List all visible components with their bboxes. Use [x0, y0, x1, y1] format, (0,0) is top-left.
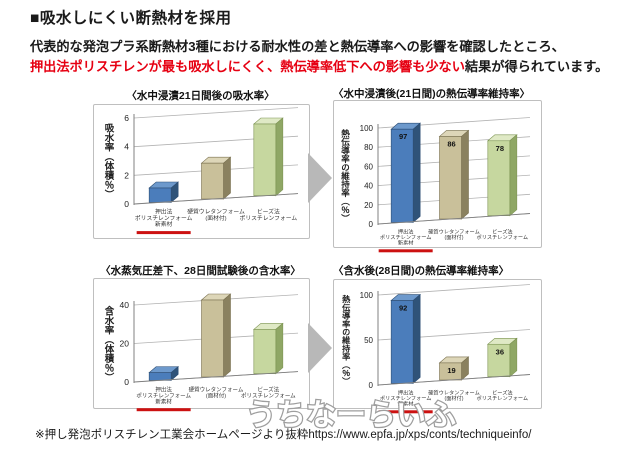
intro-line-2-rest: 結果が得られています。: [464, 58, 609, 74]
svg-text:78: 78: [496, 144, 504, 153]
svg-text:硬質ウレタンフォーム: 硬質ウレタンフォーム: [189, 386, 244, 394]
svg-text:0: 0: [369, 220, 374, 229]
svg-text:ポリスチレンフォーム: ポリスチレンフォーム: [477, 394, 529, 402]
y-axis-label: 吸水率（体積％）: [102, 123, 114, 199]
intro-highlight: 押出法ポリスチレンが最も吸水しにくく、熱伝導率低下への影響も少ない: [30, 58, 465, 74]
chart-retention-28d: 熱伝導率の維持率（％） 0 50 100 92 19 36 押出法 ポリスチレンフォーム 新素材…: [333, 279, 542, 414]
bar-chart-plot: 050100921936押出法ポリスチレンフォーム新素材硬質ウレタンフォーム(面…: [360, 284, 531, 414]
bar-chart-plot: 02040押出法ポリスチレンフォーム新素材硬質ウレタンフォーム(面材付)ビーズ法…: [120, 293, 299, 412]
svg-text:(面材付): (面材付): [444, 233, 463, 241]
svg-text:新素材: 新素材: [398, 400, 414, 408]
svg-text:押出法: 押出法: [398, 228, 414, 236]
svg-text:ポリスチレンフォーム: ポリスチレンフォーム: [136, 393, 191, 400]
intro-text: 代表的な発泡プラ系断熱材3種における耐水性の差と熱伝導率への影響を確認したところ…: [30, 37, 608, 76]
svg-text:100: 100: [360, 291, 374, 300]
bar-chart-plot: 0246押出法ポリスチレンフォーム新素材硬質ウレタンフォーム(面材付)ビーズ法ポ…: [124, 107, 299, 235]
svg-text:押出法: 押出法: [155, 386, 172, 394]
svg-text:ビーズ法: ビーズ法: [257, 386, 279, 394]
svg-text:ポリスチレンフォーム: ポリスチレンフォーム: [241, 393, 296, 400]
svg-text:硬質ウレタンフォーム: 硬質ウレタンフォーム: [187, 208, 245, 216]
svg-text:ポリスチレンフォーム: ポリスチレンフォーム: [240, 214, 298, 222]
right-arrow-icon: [308, 153, 332, 203]
svg-text:ビーズ法: ビーズ法: [492, 228, 513, 236]
svg-text:新素材: 新素材: [155, 397, 172, 405]
svg-text:0: 0: [124, 377, 129, 387]
chart-title-absorption-21d: 〈水中浸漬21日間後の吸水率〉: [126, 90, 275, 102]
svg-text:硬質ウレタンフォーム: 硬質ウレタンフォーム: [428, 228, 480, 236]
chart-retention-21d: 熱伝導率の維持率（％） 0 20 40 60 80 100 97 86 78 押出法 ポリスチレンフ…: [333, 100, 542, 253]
chart-absorption-21d: 吸水率（体積％） 0 2 4 6 押出法 ポリスチレンフォーム 新素材 硬質ウレタンフォーム(…: [93, 104, 310, 239]
chart-title-retention-28d: 〈含水後(28日間)の熱伝導率維持率〉: [333, 265, 510, 277]
svg-text:40: 40: [120, 300, 130, 310]
svg-text:36: 36: [496, 347, 504, 356]
svg-text:2: 2: [124, 170, 129, 180]
svg-text:20: 20: [120, 339, 130, 349]
svg-text:押出法: 押出法: [155, 208, 173, 216]
svg-text:押出法: 押出法: [398, 389, 414, 397]
svg-text:ポリスチレンフォーム: ポリスチレンフォーム: [135, 214, 193, 222]
svg-text:100: 100: [360, 124, 374, 133]
y-axis-label: 熱伝導率の維持率（％）: [340, 129, 351, 223]
chart-moisture-28d: 含水率（体積％） 0 20 40 押出法 ポリスチレンフォーム 新素材 硬質ウレタンフォーム…: [93, 278, 310, 412]
svg-text:ポリスチレンフォーム: ポリスチレンフォーム: [477, 233, 529, 241]
svg-text:硬質ウレタンフォーム: 硬質ウレタンフォーム: [428, 389, 480, 397]
chart-title-retention-21d: 〈水中浸漬後(21日間)の熱伝導率維持率〉: [333, 88, 531, 100]
chart-title-moisture-28d: 〈水蒸気圧差下、28日間試験後の含水率〉: [100, 265, 301, 277]
svg-text:ビーズ法: ビーズ法: [257, 208, 280, 216]
svg-text:80: 80: [364, 143, 373, 152]
svg-text:新素材: 新素材: [398, 239, 414, 247]
svg-text:6: 6: [124, 113, 129, 123]
intro-line-2: 押出法ポリスチレンが最も吸水しにくく、熱伝導率低下への影響も少ない結果が得られて…: [30, 57, 608, 77]
svg-text:ビーズ法: ビーズ法: [492, 389, 513, 397]
svg-text:ポリスチレンフォーム: ポリスチレンフォーム: [380, 394, 432, 402]
svg-text:86: 86: [447, 139, 455, 148]
svg-text:新素材: 新素材: [155, 220, 173, 228]
svg-text:50: 50: [364, 336, 373, 345]
svg-text:20: 20: [364, 201, 373, 210]
svg-text:(面材付): (面材付): [206, 392, 226, 400]
svg-text:(面材付): (面材付): [205, 214, 226, 222]
svg-text:(面材付): (面材付): [444, 394, 463, 402]
svg-text:92: 92: [399, 304, 407, 313]
page-title: ■吸水しにくい断熱材を採用: [30, 10, 232, 27]
y-axis-label: 熱伝導率の維持率（％）: [341, 295, 351, 386]
svg-text:ポリスチレンフォーム: ポリスチレンフォーム: [380, 233, 432, 241]
right-arrow-icon: [308, 323, 332, 373]
svg-text:4: 4: [124, 142, 129, 152]
source-note: ※押し発泡ポリスチレン工業会ホームページより抜粋https://www.epfa…: [35, 429, 532, 441]
svg-text:97: 97: [399, 132, 407, 141]
svg-text:0: 0: [124, 199, 129, 209]
svg-text:60: 60: [364, 162, 373, 171]
intro-line-1: 代表的な発泡プラ系断熱材3種における耐水性の差と熱伝導率への影響を確認したところ…: [30, 39, 565, 54]
svg-text:40: 40: [364, 182, 373, 191]
y-axis-label: 含水率（体積％）: [102, 305, 114, 382]
svg-text:0: 0: [369, 381, 374, 390]
svg-text:19: 19: [447, 366, 455, 375]
